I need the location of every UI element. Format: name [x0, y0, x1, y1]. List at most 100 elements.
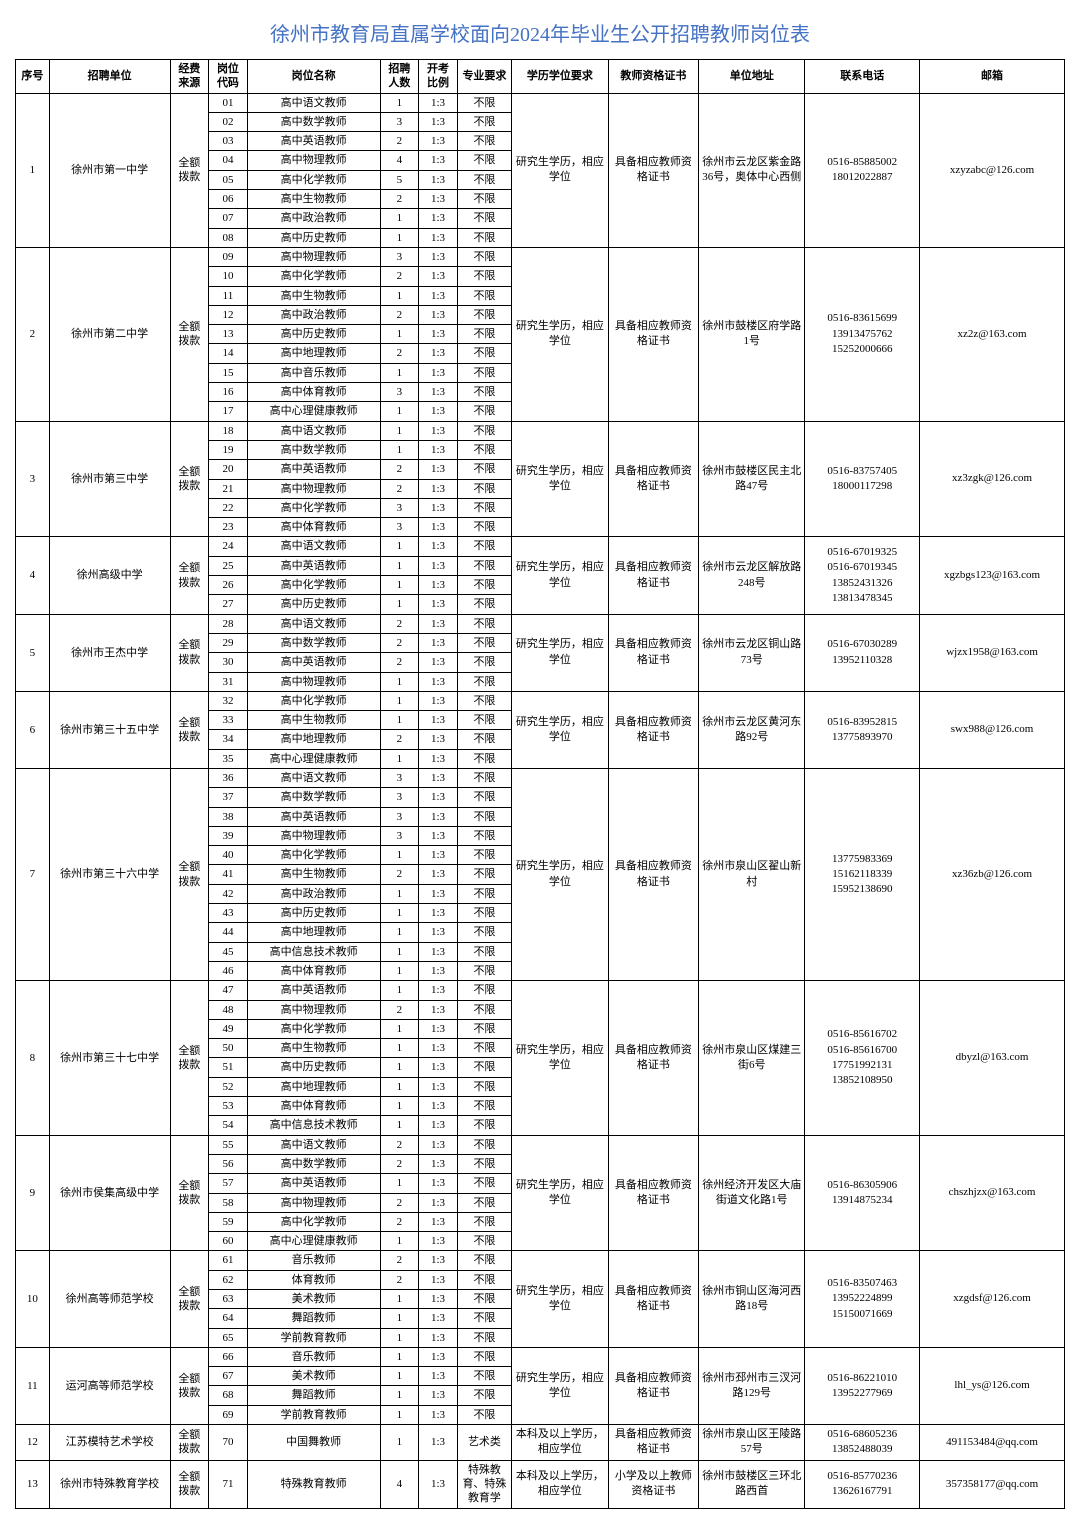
cell-seq: 3: [16, 421, 50, 537]
cell-position: 美术教师: [247, 1367, 380, 1386]
table-header-row: 序号 招聘单位 经费来源 岗位代码 岗位名称 招聘人数 开考比例 专业要求 学历…: [16, 60, 1065, 94]
cell-ratio: 1:3: [419, 247, 458, 266]
cell-code: 09: [209, 247, 248, 266]
table-row: 11运河高等师范学校全额拨款66音乐教师11:3不限研究生学历，相应学位具备相应…: [16, 1347, 1065, 1366]
cell-code: 14: [209, 344, 248, 363]
cell-count: 1: [380, 846, 419, 865]
cell-code: 62: [209, 1270, 248, 1289]
cell-position: 高中化学教师: [247, 1019, 380, 1038]
header-addr: 单位地址: [699, 60, 805, 94]
cell-major: 不限: [457, 1097, 511, 1116]
header-code: 岗位代码: [209, 60, 248, 94]
cell-major: 不限: [457, 1347, 511, 1366]
header-edu: 学历学位要求: [512, 60, 609, 94]
cell-cert: 具备相应教师资格证书: [608, 691, 699, 768]
cell-major: 不限: [457, 190, 511, 209]
cell-ratio: 1:3: [419, 383, 458, 402]
cell-position: 高中心理健康教师: [247, 402, 380, 421]
cell-count: 2: [380, 1193, 419, 1212]
cell-position: 高中地理教师: [247, 730, 380, 749]
cell-code: 38: [209, 807, 248, 826]
cell-position: 中国舞教师: [247, 1425, 380, 1461]
cell-cert: 具备相应教师资格证书: [608, 1251, 699, 1347]
cell-major: 不限: [457, 633, 511, 652]
cell-tel: 0516-8577023613626167791: [805, 1460, 920, 1508]
cell-edu: 研究生学历，相应学位: [512, 1347, 609, 1424]
cell-position: 高中生物教师: [247, 286, 380, 305]
cell-count: 1: [380, 672, 419, 691]
cell-mail: xz2z@163.com: [920, 247, 1065, 421]
cell-major: 不限: [457, 498, 511, 517]
cell-major: 不限: [457, 807, 511, 826]
cell-code: 24: [209, 537, 248, 556]
cell-count: 2: [380, 1251, 419, 1270]
cell-position: 高中语文教师: [247, 768, 380, 787]
cell-position: 高中生物教师: [247, 190, 380, 209]
cell-ratio: 1:3: [419, 904, 458, 923]
cell-ratio: 1:3: [419, 711, 458, 730]
cell-position: 高中英语教师: [247, 1174, 380, 1193]
cell-ratio: 1:3: [419, 1077, 458, 1096]
cell-unit: 江苏模特艺术学校: [49, 1425, 170, 1461]
cell-code: 19: [209, 440, 248, 459]
cell-seq: 1: [16, 93, 50, 247]
cell-major: 不限: [457, 1290, 511, 1309]
cell-position: 高中生物教师: [247, 865, 380, 884]
cell-code: 06: [209, 190, 248, 209]
cell-position: 舞蹈教师: [247, 1309, 380, 1328]
cell-edu: 研究生学历，相应学位: [512, 537, 609, 614]
cell-code: 49: [209, 1019, 248, 1038]
cell-position: 高中信息技术教师: [247, 942, 380, 961]
cell-ratio: 1:3: [419, 305, 458, 324]
cell-fund: 全额拨款: [170, 93, 209, 247]
cell-count: 2: [380, 1135, 419, 1154]
cell-mail: 357358177@qq.com: [920, 1460, 1065, 1508]
cell-code: 01: [209, 93, 248, 112]
cell-major: 不限: [457, 151, 511, 170]
cell-count: 1: [380, 363, 419, 382]
cell-mail: xgzbgs123@163.com: [920, 537, 1065, 614]
cell-position: 高中心理健康教师: [247, 1232, 380, 1251]
cell-addr: 徐州市鼓楼区三环北路西首: [699, 1460, 805, 1508]
cell-seq: 2: [16, 247, 50, 421]
cell-count: 1: [380, 1328, 419, 1347]
header-position: 岗位名称: [247, 60, 380, 94]
cell-position: 美术教师: [247, 1290, 380, 1309]
cell-major: 不限: [457, 1367, 511, 1386]
cell-count: 1: [380, 1058, 419, 1077]
cell-position: 高中物理教师: [247, 247, 380, 266]
cell-code: 12: [209, 305, 248, 324]
cell-major: 不限: [457, 247, 511, 266]
cell-ratio: 1:3: [419, 923, 458, 942]
cell-seq: 6: [16, 691, 50, 768]
cell-ratio: 1:3: [419, 672, 458, 691]
cell-count: 1: [380, 1232, 419, 1251]
cell-fund: 全额拨款: [170, 1460, 209, 1508]
cell-position: 高中英语教师: [247, 807, 380, 826]
cell-cert: 具备相应教师资格证书: [608, 1425, 699, 1461]
header-seq: 序号: [16, 60, 50, 94]
cell-count: 4: [380, 151, 419, 170]
table-row: 7徐州市第三十六中学全额拨款36高中语文教师31:3不限研究生学历，相应学位具备…: [16, 768, 1065, 787]
cell-major: 不限: [457, 1154, 511, 1173]
cell-ratio: 1:3: [419, 1019, 458, 1038]
cell-count: 1: [380, 93, 419, 112]
cell-cert: 具备相应教师资格证书: [608, 537, 699, 614]
cell-position: 舞蹈教师: [247, 1386, 380, 1405]
cell-code: 04: [209, 151, 248, 170]
cell-code: 71: [209, 1460, 248, 1508]
table-row: 9徐州市侯集高级中学全额拨款55高中语文教师21:3不限研究生学历，相应学位具备…: [16, 1135, 1065, 1154]
cell-code: 31: [209, 672, 248, 691]
cell-ratio: 1:3: [419, 1460, 458, 1508]
cell-code: 21: [209, 479, 248, 498]
cell-addr: 徐州市云龙区解放路248号: [699, 537, 805, 614]
cell-ratio: 1:3: [419, 1058, 458, 1077]
cell-ratio: 1:3: [419, 1251, 458, 1270]
cell-count: 1: [380, 595, 419, 614]
cell-major: 不限: [457, 363, 511, 382]
cell-cert: 具备相应教师资格证书: [608, 1347, 699, 1424]
page-title: 徐州市教育局直属学校面向2024年毕业生公开招聘教师岗位表: [15, 10, 1065, 59]
cell-count: 2: [380, 267, 419, 286]
cell-major: 不限: [457, 1309, 511, 1328]
cell-position: 高中物理教师: [247, 479, 380, 498]
